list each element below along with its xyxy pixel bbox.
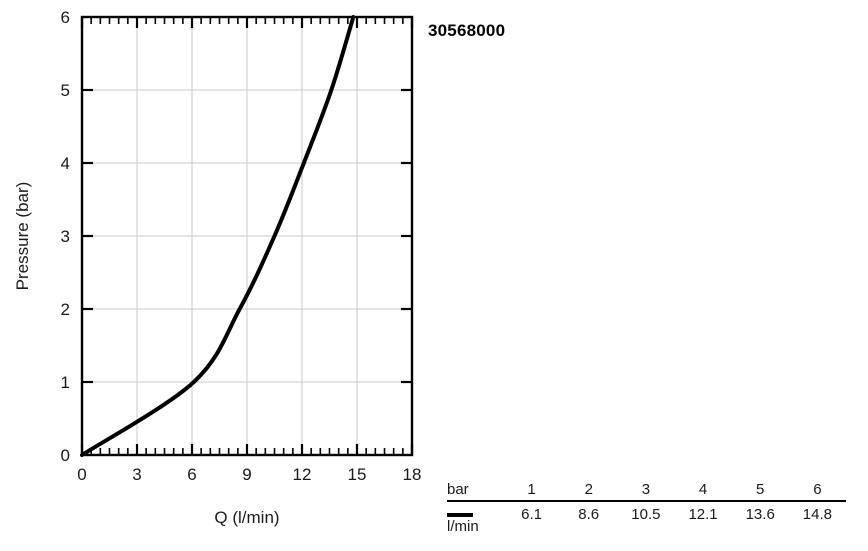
y-tick-label: 6: [61, 8, 70, 27]
part-number-title: 30568000: [428, 21, 506, 40]
table-data-row: l/min 6.1 8.6 10.5 12.1 13.6 14.8: [447, 501, 846, 535]
series-line-swatch-icon: [447, 513, 473, 517]
x-tick-label: 12: [293, 465, 312, 484]
x-tick-label: 6: [187, 465, 196, 484]
table-row-header-lmin-label: l/min: [447, 518, 479, 535]
x-tick-label: 18: [403, 465, 422, 484]
table-header-cell: 1: [527, 481, 536, 498]
y-tick-label: 4: [61, 154, 70, 173]
data-curve: [80, 15, 356, 457]
x-axis-label: Q (l/min): [214, 508, 279, 527]
y-tick-label: 5: [61, 81, 70, 100]
table-header-row: bar 1 2 3 4 5 6: [447, 481, 846, 501]
y-major-ticks: [82, 88, 412, 384]
table-data-cell: 10.5: [631, 506, 661, 523]
table-header-cell: 6: [813, 481, 822, 498]
x-tick-label: 15: [348, 465, 367, 484]
table-data-cell: 12.1: [688, 506, 718, 523]
y-axis-label: Pressure (bar): [13, 182, 32, 291]
table-row-header-lmin: l/min: [447, 501, 503, 535]
y-tick-label: 0: [61, 446, 70, 465]
table-data-cell: 13.6: [745, 506, 775, 523]
grid-lines: [82, 17, 412, 455]
x-tick-label: 3: [132, 465, 141, 484]
table-data-cell: 6.1: [521, 506, 542, 523]
y-tick-label: 3: [61, 227, 70, 246]
table-header-cell: 4: [698, 481, 708, 498]
table-row-header-bar: bar: [447, 481, 469, 498]
table-header-cell: 3: [641, 481, 651, 498]
table-data-cell: 14.8: [802, 506, 832, 523]
table-header-cell: 2: [584, 481, 593, 498]
value-table-grid: bar 1 2 3 4 5 6 l/min 6.1 8.6 10.5 12.1 …: [447, 481, 846, 535]
y-tick-label: 2: [61, 300, 70, 319]
x-tick-label: 9: [242, 465, 251, 484]
pressure-flow-value-table: bar 1 2 3 4 5 6 l/min 6.1 8.6 10.5 12.1 …: [447, 481, 847, 535]
table-header-cell: 5: [756, 481, 765, 498]
x-tick-label: 0: [77, 465, 86, 484]
table-data-cell: 8.6: [578, 506, 600, 523]
pressure-flow-chart: 0 3 6 9 12 15 18 0 1 2 3 4 5 6 Q (l/min) Pressure (bar): [13, 8, 422, 527]
y-tick-label: 1: [61, 373, 70, 392]
